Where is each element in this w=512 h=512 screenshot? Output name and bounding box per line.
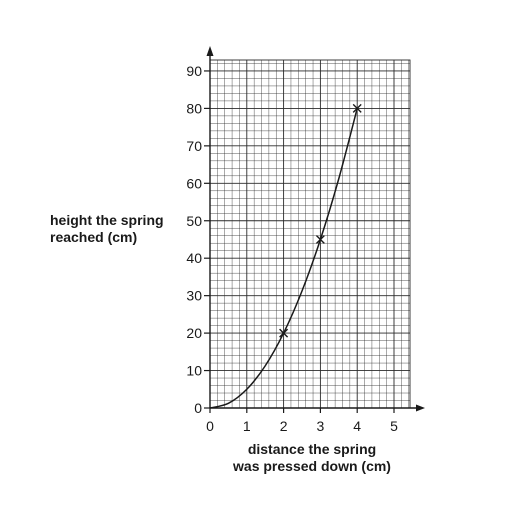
grid-border <box>209 59 411 409</box>
x-tick-label: 3 <box>317 418 325 434</box>
y-tick-label: 60 <box>186 175 202 191</box>
data-point-marker <box>352 103 362 113</box>
data-markers <box>279 103 362 338</box>
y-axis-label-line-1: height the spring <box>50 212 164 228</box>
y-tick-label: 80 <box>186 100 202 116</box>
marker-stroke <box>352 103 362 113</box>
y-tick-label: 40 <box>186 250 202 266</box>
marker-stroke <box>315 234 325 244</box>
data-point-marker <box>315 234 325 244</box>
x-axis-label-line-1: distance the spring <box>248 441 376 457</box>
x-tick-label: 1 <box>243 418 251 434</box>
y-tick-label: 10 <box>186 363 202 379</box>
x-tick-label: 0 <box>206 418 214 434</box>
y-axis-arrow <box>206 46 214 56</box>
y-tick-label: 0 <box>194 400 202 416</box>
y-axis-label-line-2: reached (cm) <box>50 229 137 245</box>
y-tick-label: 50 <box>186 213 202 229</box>
tick-labels: 0 10 20 30 40 50 60 70 80 90 0 1 2 3 4 5 <box>186 63 398 434</box>
marker-stroke <box>279 328 289 338</box>
data-point-marker <box>279 328 289 338</box>
grid <box>209 59 411 409</box>
x-tick-label: 5 <box>390 418 398 434</box>
y-tick-label: 70 <box>186 138 202 154</box>
x-tick-label: 2 <box>280 418 288 434</box>
x-axis-arrow <box>416 404 425 412</box>
y-tick-label: 90 <box>186 63 202 79</box>
y-tick-label: 20 <box>186 325 202 341</box>
axes <box>204 46 425 413</box>
y-tick-label: 30 <box>186 288 202 304</box>
x-axis-label-line-2: was pressed down (cm) <box>232 458 391 474</box>
x-tick-label: 4 <box>353 418 361 434</box>
